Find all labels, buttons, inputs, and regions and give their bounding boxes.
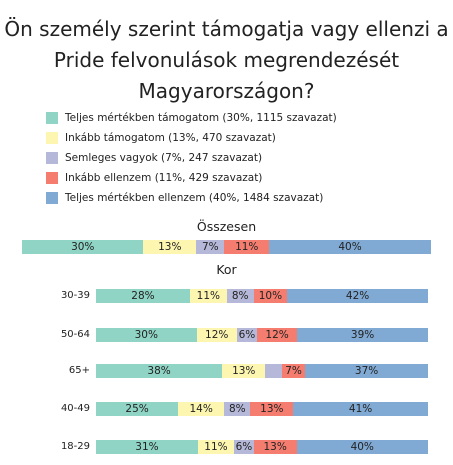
legend-label: Semleges vagyok (7%, 247 szavazat) [65,152,263,164]
bar-segment [197,440,235,454]
value-label: 30% [134,329,158,341]
value-label: 40% [338,241,362,253]
value-label: 13% [260,403,284,415]
bar-segment [96,364,223,378]
value-label: 28% [131,290,155,302]
category-label: 30-39 [60,290,90,301]
value-label: 12% [265,329,289,341]
category-label: 18-29 [60,441,90,452]
legend-swatch [46,172,58,184]
bar-segment [281,364,306,378]
bar-segment [196,240,225,254]
bar-segment [226,289,254,303]
category-label: 65+ [68,365,90,376]
value-label: 41% [348,403,373,415]
bar-segment [96,440,198,454]
value-label: 11% [196,290,220,302]
value-label: 13% [263,441,287,453]
subtitle: Összesen [196,219,257,234]
bar-segment [256,328,298,342]
category-label: 40-49 [60,403,90,414]
bar-segment [296,440,428,454]
bar-segment [96,289,190,303]
value-label: 39% [350,329,375,341]
bar-segment [96,402,179,416]
subtitle: Kor [216,262,237,277]
category-label: 50-64 [60,329,90,340]
value-label: 13% [158,241,182,253]
bar-segment [143,240,197,254]
value-label: 11% [204,441,228,453]
bar-segment [253,440,297,454]
legend-swatch [46,112,58,124]
value-label: 25% [125,403,149,415]
value-label: 12% [205,329,229,341]
value-label: 31% [135,441,159,453]
value-label: 7% [201,241,219,253]
bar-segment [269,240,431,254]
value-label: 40% [350,441,374,453]
value-label: 30% [71,241,95,253]
value-label: 8% [229,403,246,415]
value-label: 6% [238,329,256,341]
legend-label: Teljes mértékben ellenzem (40%, 1484 sza… [65,192,324,204]
legend-label: Inkább támogatom (13%, 470 szavazat) [65,132,276,144]
bar-segment [236,328,257,342]
bar-segment [224,240,269,254]
value-label: 37% [354,365,379,377]
value-label: 7% [285,365,302,377]
bar-segment [234,440,254,454]
bar-segment [196,328,237,342]
bar-segment [297,328,428,342]
legend-swatch [46,132,58,144]
value-label: 6% [235,441,253,453]
bar-segment [287,289,428,303]
legend-swatch [46,192,58,204]
bar-segment [96,328,197,342]
bar-segment [22,240,144,254]
value-label: 13% [232,365,256,377]
bar-segment [293,402,428,416]
bar-segment [253,289,288,303]
value-label: 8% [231,290,249,302]
value-label: 10% [258,290,283,302]
value-label: 14% [189,403,213,415]
bar-segment [250,402,294,416]
bar-segment [222,364,266,378]
bar-segment [178,402,225,416]
value-label: 11% [235,241,259,253]
value-label: 42% [345,290,370,302]
chart-title: Ön személy szerint támogatja vagy ellenz… [4,17,449,103]
legend-label: Teljes mértékben támogatom (30%, 1115 sz… [65,112,337,124]
bar-segment [224,402,251,416]
legend-swatch [46,152,58,164]
bar-segment [265,364,282,378]
value-label: 38% [147,365,171,377]
legend-label: Inkább ellenzem (11%, 429 szavazat) [65,172,263,184]
bar-segment [189,289,227,303]
bar-segment [305,364,428,378]
